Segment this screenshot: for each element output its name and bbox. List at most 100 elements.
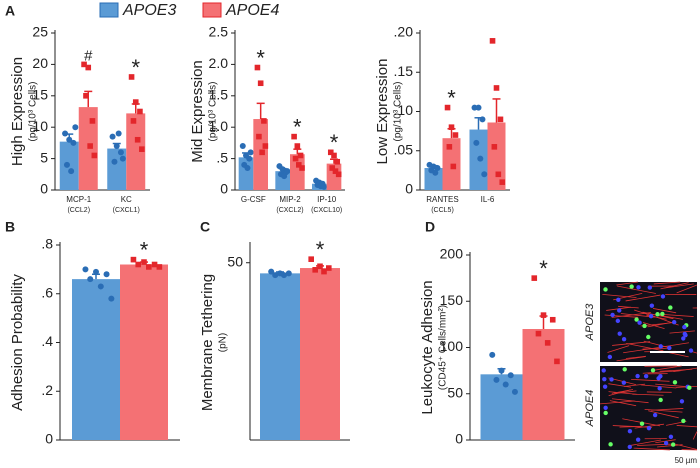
data-point — [446, 144, 453, 150]
cell-fiber — [608, 383, 632, 388]
panel-label: C — [200, 219, 210, 235]
y-tick-label: .5 — [216, 149, 228, 165]
y-tick-label: 0 — [405, 181, 413, 197]
data-point — [130, 256, 137, 263]
y-tick-label: .10 — [394, 102, 414, 118]
nucleus — [663, 440, 669, 446]
cell-fiber — [625, 294, 661, 302]
nucleus — [682, 324, 687, 330]
data-point — [139, 146, 145, 152]
nucleus — [616, 297, 621, 303]
cell-fiber — [633, 447, 670, 451]
nucleus — [683, 332, 688, 338]
significance-marker: * — [539, 256, 548, 281]
x-tick-label: MIP-2 — [279, 195, 301, 204]
cell-fiber — [631, 378, 670, 382]
x-tick-sublabel: (CCL5) — [431, 207, 454, 214]
data-point — [141, 259, 147, 265]
data-point — [151, 261, 158, 268]
panel-label: B — [5, 219, 15, 235]
data-point — [296, 162, 302, 168]
bar — [300, 268, 340, 440]
nucleus — [672, 380, 678, 385]
data-point — [473, 139, 480, 146]
significance-marker: * — [330, 130, 339, 155]
nucleus — [650, 368, 656, 373]
y-tick-label: 2.5 — [209, 24, 229, 40]
image-label: APOE3 — [584, 303, 596, 342]
x-tick-label: RANTES — [426, 195, 458, 204]
data-point — [452, 132, 459, 138]
data-point — [87, 276, 94, 283]
nucleus — [617, 331, 622, 336]
cell-fiber — [617, 285, 656, 294]
nucleus — [635, 437, 641, 442]
y-tick-label: .2 — [41, 382, 53, 398]
y-tick-label: 0 — [455, 431, 463, 447]
y-tick-label: 15 — [32, 87, 48, 103]
nucleus — [621, 380, 627, 385]
data-point — [312, 267, 318, 273]
data-point — [246, 155, 253, 162]
data-point — [119, 155, 126, 162]
data-point — [549, 316, 556, 323]
data-point — [475, 104, 482, 111]
nucleus — [622, 367, 627, 372]
legend-label: APOE4 — [225, 2, 279, 19]
y-tick-label: 1.5 — [209, 87, 229, 103]
nucleus — [601, 368, 606, 373]
bar — [522, 329, 565, 440]
nucleus — [629, 284, 634, 289]
y-axis-label: Mid Expression — [189, 60, 206, 163]
data-point — [491, 144, 498, 150]
data-point — [479, 116, 486, 123]
cell-fiber — [652, 308, 677, 314]
bar — [107, 148, 127, 190]
data-point — [244, 165, 251, 172]
nucleus — [688, 348, 694, 353]
cell-fiber — [632, 393, 664, 396]
x-tick-label: IP-10 — [317, 195, 337, 204]
x-tick-label: MCP-1 — [66, 195, 91, 204]
y-tick-label: 0 — [45, 431, 53, 447]
scale-bar-label: 50 µm — [675, 456, 698, 465]
data-point — [137, 108, 143, 115]
data-point — [62, 130, 69, 137]
x-tick-label: KC — [121, 195, 132, 204]
data-point — [308, 256, 314, 262]
data-point — [481, 171, 488, 178]
nucleus — [672, 319, 677, 325]
data-point — [294, 143, 301, 149]
data-point — [432, 169, 439, 176]
data-point — [498, 367, 505, 374]
nucleus — [642, 323, 647, 329]
nucleus — [610, 312, 615, 318]
data-point — [321, 183, 328, 190]
cell-fiber — [655, 383, 687, 388]
data-point — [493, 85, 500, 91]
data-point — [281, 272, 287, 279]
data-point — [97, 283, 104, 290]
cell-fiber — [644, 408, 683, 413]
nucleus — [648, 313, 654, 319]
cell-fiber — [618, 305, 639, 309]
data-point — [297, 152, 304, 159]
data-point — [327, 149, 334, 156]
data-point — [72, 124, 79, 131]
nucleus — [607, 354, 613, 360]
y-tick-label: .6 — [41, 284, 53, 300]
nucleus — [649, 303, 655, 308]
y-tick-label: 100 — [440, 338, 464, 354]
data-point — [111, 158, 118, 165]
significance-marker: * — [140, 237, 149, 262]
nucleus — [681, 418, 686, 424]
cell-fiber — [616, 356, 646, 362]
bar — [126, 113, 146, 190]
data-point — [495, 171, 502, 178]
significance-marker: * — [316, 237, 325, 262]
data-point — [247, 149, 254, 156]
cell-fiber — [652, 365, 682, 371]
data-point — [128, 74, 135, 80]
data-point — [444, 104, 451, 111]
cell-fiber — [640, 384, 677, 389]
